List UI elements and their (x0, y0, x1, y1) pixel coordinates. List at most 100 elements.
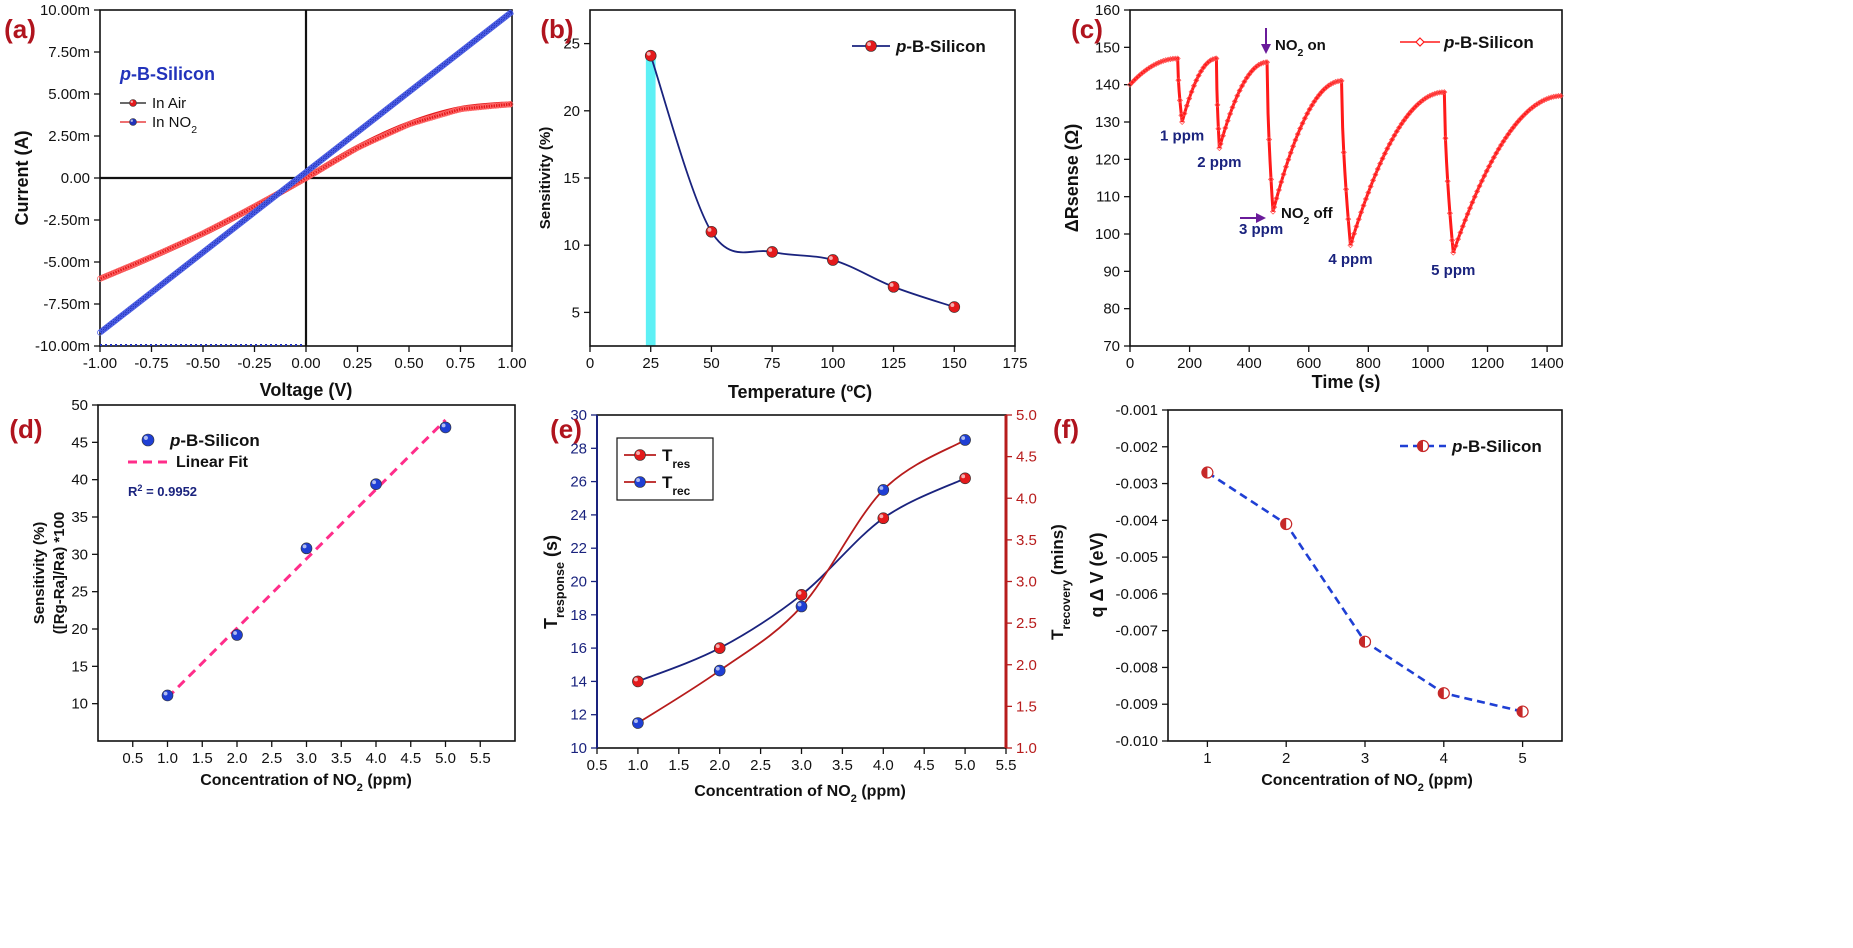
x-tick-label: 150 (942, 355, 967, 372)
data-point (1377, 160, 1384, 167)
data-point (1271, 204, 1278, 211)
data-point (1299, 120, 1306, 127)
x-tick-label: 200 (1177, 355, 1202, 372)
data-point (1398, 120, 1405, 127)
legend-label: p-B-Silicon (1451, 437, 1542, 456)
x-tick-label: 1.5 (668, 757, 689, 774)
data-point (887, 281, 900, 293)
x-tick-label: 5.5 (470, 750, 491, 767)
text-part: off (1309, 205, 1333, 222)
x-tick-label: 0.50 (394, 355, 423, 372)
panel-d-frame (97, 404, 516, 742)
y-left-tick-label: 20 (570, 574, 587, 591)
marker-highlight (646, 51, 651, 56)
text-part: NO (1275, 37, 1298, 54)
x-tick-label: -1.00 (83, 355, 117, 372)
concentration-label: 3 ppm (1239, 221, 1283, 238)
data-point (1186, 95, 1193, 102)
data-point (1275, 187, 1282, 194)
y-right-tick-label: 3.0 (1016, 574, 1037, 591)
marker-highlight (715, 666, 720, 671)
data-point (1262, 59, 1269, 66)
text-part: (ppm) (363, 772, 412, 789)
data-point (1557, 92, 1564, 99)
y-tick-label: 25 (563, 36, 580, 53)
legend-res-marker (634, 449, 646, 461)
x-axis-title: Temperature (ºC) (728, 382, 872, 402)
y-right-tick-label: 4.5 (1016, 449, 1037, 466)
panel-label-a: (a) (4, 14, 36, 44)
data-point (1442, 135, 1449, 142)
x-axis-title: Concentration of NO2 (ppm) (694, 783, 906, 805)
data-point (1160, 57, 1167, 64)
y-left-tick-label: 30 (570, 407, 587, 424)
data-point (1239, 82, 1246, 89)
x-tick-label: 2.0 (227, 750, 248, 767)
marker-highlight (829, 256, 833, 260)
y-tick-label: 15 (563, 170, 580, 187)
y-tick-label: 35 (71, 509, 88, 526)
series-rec-point (959, 434, 971, 446)
y-tick-label: 160 (1095, 2, 1120, 19)
y-tick-label: 130 (1095, 114, 1120, 131)
marker-highlight (130, 100, 133, 103)
data-point (1172, 55, 1179, 62)
data-point (1347, 242, 1354, 249)
x-tick-label: 3.0 (791, 757, 812, 774)
x-tick-label: 5.0 (435, 750, 456, 767)
x-tick-label: -0.50 (186, 355, 220, 372)
data-point (1217, 140, 1224, 147)
series-res-point (713, 642, 726, 654)
marker-highlight (634, 677, 638, 682)
data-point (1157, 58, 1164, 65)
data-point (1367, 183, 1374, 190)
y-axis-title: ΔRsense (Ω) (1062, 124, 1082, 232)
x-tick-label: 2 (1282, 750, 1290, 767)
data-point (1297, 125, 1304, 132)
data-point (1301, 115, 1308, 122)
data-point (1541, 97, 1548, 104)
y-left-tick-label: 12 (570, 707, 587, 724)
data-point (1483, 168, 1490, 175)
data-point (1427, 92, 1434, 99)
data-point (1306, 106, 1313, 113)
text-part: Concentration of NO (1261, 772, 1417, 789)
data-point (370, 478, 382, 490)
data-point (1438, 89, 1445, 96)
data-point (1141, 68, 1148, 75)
y-tick-label: -7.50m (43, 296, 90, 313)
data-point (1481, 172, 1488, 179)
data-point (1278, 178, 1285, 185)
data-point (1372, 171, 1379, 178)
data-point (1370, 177, 1377, 184)
y-tick-label: 10 (71, 696, 88, 713)
text-part: (ppm) (1424, 772, 1473, 789)
x-axis-title: Time (s) (1312, 372, 1381, 392)
data-point (1167, 56, 1174, 63)
data-point (1360, 202, 1367, 209)
y-tick-label: -10.00m (35, 338, 90, 355)
y-axis-title: q Δ V (eV) (1087, 533, 1107, 618)
y-left-tick-label: 28 (570, 440, 587, 457)
legend-fit-label: Linear Fit (176, 454, 249, 471)
data-point (1379, 155, 1386, 162)
x-tick-label: 5 (1518, 750, 1526, 767)
data-point (1389, 136, 1396, 143)
marker-highlight (707, 227, 712, 232)
x-tick-label: 800 (1356, 355, 1381, 372)
data-point (1195, 72, 1202, 79)
y-tick-label: -0.007 (1115, 623, 1158, 640)
data-point (161, 689, 174, 702)
text-part: 2 (137, 483, 142, 493)
y-tick-label: 10 (563, 237, 580, 254)
data-point (1548, 94, 1555, 101)
y-tick-label: 15 (71, 658, 88, 675)
panel-label-f: (f) (1053, 414, 1079, 444)
data-point (1327, 81, 1334, 88)
text-part: p (1451, 437, 1462, 456)
marker-highlight (372, 480, 377, 485)
data-point (1213, 55, 1220, 62)
x-tick-label: 400 (1237, 355, 1262, 372)
marker-highlight (961, 474, 966, 479)
data-point (1241, 78, 1248, 85)
